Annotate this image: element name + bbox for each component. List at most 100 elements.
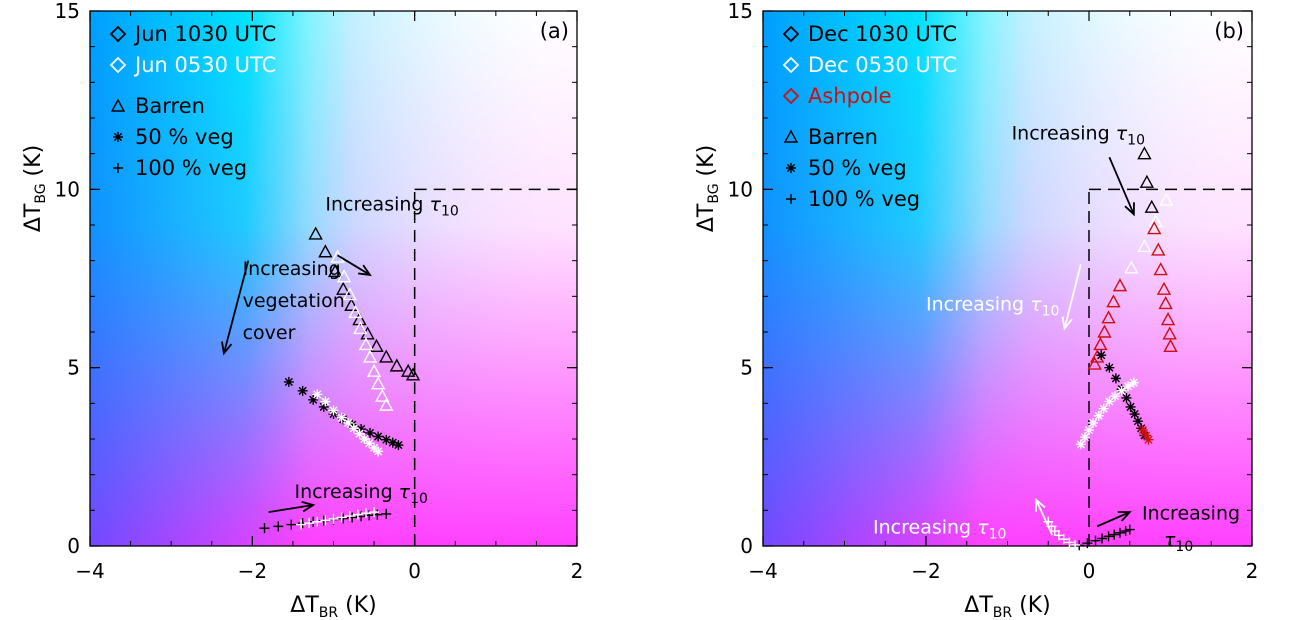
- data-point: [1088, 417, 1099, 428]
- series-plus: [1074, 524, 1135, 551]
- legend-label: 100 % veg: [808, 187, 920, 211]
- data-point: [336, 512, 347, 523]
- legend-marker-diamond: [782, 56, 800, 74]
- data-point: [286, 519, 297, 530]
- legend-marker-diamond: [782, 25, 800, 43]
- data-point: [318, 244, 333, 258]
- data-point: [1058, 534, 1069, 545]
- data-point: [1141, 430, 1152, 441]
- data-point: [360, 508, 371, 519]
- data-point: [1106, 294, 1121, 308]
- y-axis-label: ΔTBG (K): [694, 145, 722, 232]
- x-tick-label: 0: [408, 559, 421, 583]
- data-point: [348, 304, 363, 319]
- data-point: [359, 434, 370, 444]
- annotation-arrowhead: [358, 264, 372, 277]
- data-point: [308, 394, 319, 405]
- data-point: [1125, 401, 1136, 412]
- data-point: [1160, 312, 1176, 326]
- data-point: [369, 338, 384, 352]
- data-point: [320, 396, 331, 407]
- legend-label: 100 % veg: [135, 156, 247, 180]
- legend-marker-triangle: [110, 98, 126, 112]
- data-point: [259, 523, 270, 534]
- y-tick-label: 10: [55, 177, 80, 201]
- data-point: [1070, 539, 1081, 550]
- data-point: [1129, 409, 1140, 420]
- series-asterisk: [1075, 377, 1139, 450]
- data-point: [318, 401, 329, 412]
- data-point: [354, 428, 365, 439]
- series-asterisk: [312, 389, 384, 457]
- data-point: [336, 281, 351, 295]
- data-point: [1144, 199, 1159, 213]
- data-point: [297, 385, 308, 396]
- x-axis-label: ΔTBR (K): [290, 593, 376, 620]
- data-point: [379, 397, 394, 411]
- data-point: [381, 508, 392, 519]
- annotation-text: Increasing: [243, 258, 341, 280]
- data-point: [393, 440, 404, 451]
- data-point: [1163, 338, 1178, 352]
- data-point: [344, 511, 355, 522]
- data-point: [1087, 356, 1102, 370]
- y-tick-label: 0: [67, 534, 80, 558]
- annotation-arrow: [223, 260, 250, 354]
- data-point: [336, 269, 352, 283]
- panel-label: (b): [1214, 19, 1244, 43]
- data-point: [352, 509, 363, 520]
- annotation-arrow: [337, 254, 371, 276]
- data-point: [1090, 535, 1101, 546]
- annotation-arrow: [1035, 499, 1054, 536]
- data-point: [1128, 377, 1139, 388]
- data-point: [1110, 391, 1121, 402]
- data-point: [1139, 174, 1155, 188]
- data-point: [1151, 242, 1166, 256]
- legend-marker-plus: [786, 194, 796, 204]
- annotation-text: Increasing τ10: [926, 294, 1059, 320]
- data-point: [296, 519, 307, 530]
- x-tick-label: 2: [571, 559, 584, 583]
- x-tick-label: 0: [1083, 559, 1096, 583]
- data-point: [342, 287, 357, 301]
- data-point: [1049, 526, 1060, 537]
- legend-label: 50 % veg: [135, 125, 234, 149]
- data-point: [366, 363, 382, 377]
- series-triangle: [1087, 221, 1178, 370]
- data-point: [1109, 529, 1120, 540]
- data-point: [1120, 526, 1131, 537]
- legend-label: Barren: [135, 94, 205, 118]
- legend-marker-plus: [113, 163, 123, 173]
- legend-label: 50 % veg: [808, 156, 907, 180]
- data-point: [1123, 381, 1134, 392]
- y-tick-label: 15: [728, 0, 753, 23]
- data-point: [1110, 373, 1121, 384]
- legend-marker-asterisk: [786, 163, 796, 173]
- legend-label: Jun 0530 UTC: [133, 53, 276, 77]
- panel-label: (a): [540, 19, 569, 43]
- data-point: [1096, 350, 1107, 361]
- data-point: [1103, 531, 1114, 542]
- annotation-text: Increasing τ10: [325, 194, 458, 220]
- legend-label: Jun 1030 UTC: [133, 22, 276, 46]
- data-point: [389, 358, 404, 372]
- data-point: [312, 389, 323, 400]
- annotation-arrow: [1108, 156, 1135, 215]
- data-point: [283, 376, 294, 387]
- y-tick-label: 5: [740, 356, 753, 380]
- annotation-text: Increasing τ10: [1012, 122, 1145, 148]
- annotation-text: vegetation: [243, 290, 345, 312]
- data-point: [1097, 324, 1112, 338]
- data-point: [327, 263, 343, 278]
- annotation-text: Increasing τ10: [873, 517, 1006, 543]
- annotation-arrow: [268, 504, 314, 514]
- legend: Dec 1030 UTC Dec 0530 UTC Ashpole Barren 50 …: [782, 22, 957, 211]
- data-point: [328, 405, 339, 416]
- series-plus: [296, 507, 380, 530]
- data-point: [1084, 425, 1094, 436]
- data-point: [312, 516, 323, 527]
- data-point: [1093, 337, 1108, 351]
- data-point: [381, 434, 392, 445]
- legend-marker-diamond: [782, 87, 800, 105]
- data-point: [405, 367, 421, 381]
